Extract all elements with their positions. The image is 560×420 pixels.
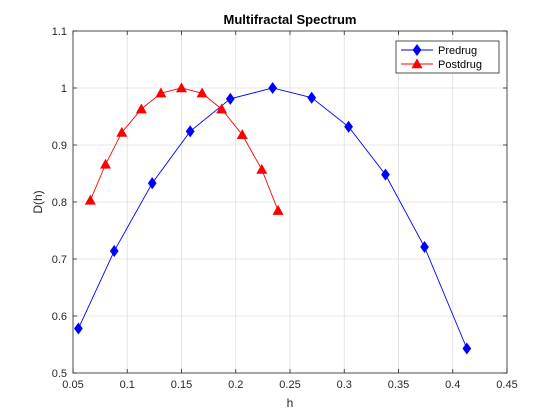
predrug-point bbox=[268, 81, 278, 95]
postdrug-point bbox=[155, 87, 167, 98]
x-tick-label: 0.35 bbox=[388, 379, 409, 391]
x-tick-label: 0.05 bbox=[62, 379, 83, 391]
series-predrug bbox=[74, 81, 472, 355]
y-tick-label: 0.5 bbox=[52, 368, 67, 380]
series-postdrug bbox=[84, 82, 284, 215]
predrug-point bbox=[381, 168, 390, 181]
legend-swatch-marker bbox=[411, 58, 423, 69]
y-tick-label: 1 bbox=[61, 83, 67, 95]
legend-swatch-marker bbox=[412, 43, 422, 57]
predrug-point bbox=[109, 245, 119, 258]
postdrug-point bbox=[116, 126, 128, 137]
y-tick-label: 0.7 bbox=[52, 254, 67, 266]
predrug-point bbox=[462, 342, 472, 355]
x-tick-label: 0.4 bbox=[445, 379, 460, 391]
legend-item-postdrug: Postdrug bbox=[401, 58, 482, 71]
predrug-point bbox=[344, 120, 353, 133]
postdrug-point bbox=[236, 129, 248, 140]
chart-title: Multifractal Spectrum bbox=[224, 12, 357, 27]
predrug-point bbox=[147, 177, 157, 190]
postdrug-point bbox=[256, 163, 268, 174]
predrug-point bbox=[185, 125, 195, 138]
legend-item-predrug: Predrug bbox=[401, 43, 477, 57]
legend: Predrug Postdrug bbox=[395, 40, 500, 74]
x-tick-label: 0.1 bbox=[120, 379, 135, 391]
postdrug-point bbox=[100, 158, 112, 169]
y-tick-label: 0.9 bbox=[52, 140, 67, 152]
y-tick-label: 0.8 bbox=[52, 197, 67, 209]
postdrug-point bbox=[216, 103, 228, 114]
legend-label: Postdrug bbox=[438, 59, 482, 71]
x-tick-label: 0.25 bbox=[279, 379, 300, 391]
postdrug-point bbox=[196, 87, 208, 98]
predrug-point bbox=[420, 241, 429, 254]
x-axis-label: h bbox=[287, 396, 294, 410]
x-tick-label: 0.3 bbox=[337, 379, 352, 391]
postdrug-point bbox=[84, 194, 96, 205]
y-tick-label: 0.6 bbox=[52, 311, 67, 323]
postdrug-point bbox=[175, 82, 188, 93]
legend-label: Predrug bbox=[438, 45, 477, 57]
x-tick-label: 0.2 bbox=[228, 379, 243, 391]
x-tick-label: 0.15 bbox=[171, 379, 192, 391]
predrug-point bbox=[307, 91, 317, 104]
y-tick-label: 1.1 bbox=[52, 26, 67, 38]
series-layer bbox=[74, 81, 472, 355]
x-tick-label: 0.45 bbox=[496, 379, 517, 391]
predrug-point bbox=[225, 92, 235, 105]
postdrug-point bbox=[272, 204, 284, 215]
predrug-point bbox=[74, 322, 83, 335]
postdrug-point bbox=[135, 103, 147, 114]
axis-ticks: 0.05 0.1 0.15 0.2 0.25 0.3 0.35 0.4 0.45 0.5 0.6 0.… bbox=[52, 26, 518, 391]
y-axis-label: D(h) bbox=[31, 190, 45, 213]
